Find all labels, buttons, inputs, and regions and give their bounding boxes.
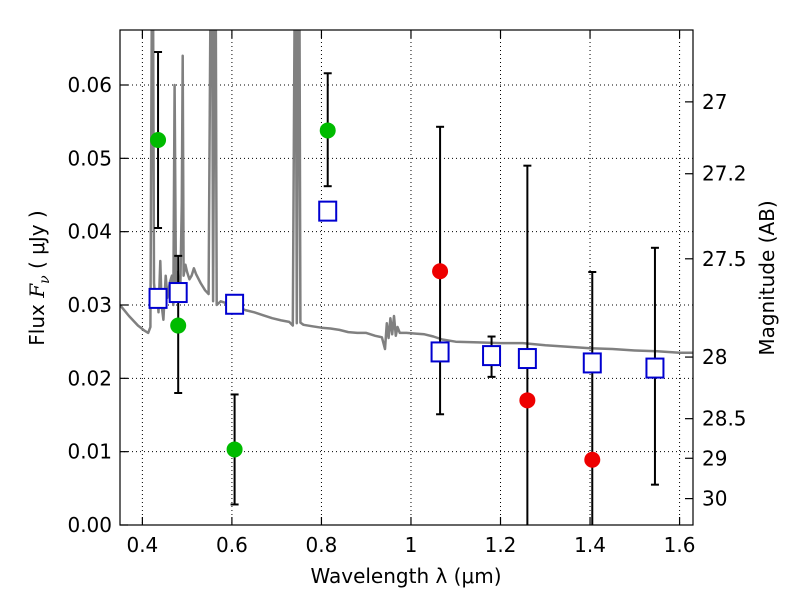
x-tick-label: 1 [405, 533, 418, 557]
y-tick-label: 0.04 [67, 220, 112, 244]
observed-flux-point [584, 451, 601, 468]
model-flux-square [482, 345, 502, 367]
y-axis-title-fnu: F [25, 283, 49, 299]
observed-flux-point [319, 122, 336, 139]
plot-frame [119, 29, 694, 526]
x-tick-label: 1.4 [574, 533, 606, 557]
right-axis-tick-label: 28 [702, 345, 727, 369]
model-flux-square [645, 357, 665, 379]
right-axis-tick-label: 29 [702, 446, 727, 470]
model-flux-square [517, 348, 537, 370]
axis-ticks [120, 30, 693, 526]
model-flux-square [168, 282, 188, 304]
right-axis-tick-label: 27.2 [702, 162, 747, 186]
y-axis-title-unit: ( μJy ) [25, 210, 49, 275]
model-flux-square [225, 293, 245, 315]
y-axis-title-nu-sub: ν [37, 275, 53, 284]
right-axis-tick-label: 28.5 [702, 407, 747, 431]
observed-flux-point [150, 132, 167, 148]
x-tick-label: 0.8 [306, 533, 338, 557]
x-tick-label: 1.2 [485, 533, 517, 557]
right-axis-tick-label: 27 [702, 90, 727, 114]
y-tick-label: 0.01 [67, 440, 112, 464]
x-tick-label: 0.6 [216, 533, 248, 557]
model-flux-square [582, 352, 602, 374]
y-axis-title-flux: Flux [25, 298, 49, 346]
observed-flux-point [519, 392, 536, 409]
x-axis-title: Wavelength λ (μm) [310, 564, 501, 588]
observed-flux-point [226, 441, 243, 458]
y-tick-label: 0.03 [67, 293, 112, 317]
model-flux-square [318, 200, 338, 222]
observed-flux-point [432, 263, 449, 280]
y-axis-title-left: Flux Fν ( μJy ) [25, 210, 53, 345]
y-tick-label: 0.00 [67, 513, 112, 537]
right-axis-tick-label: 27.5 [702, 247, 747, 271]
y-tick-label: 0.05 [67, 146, 112, 170]
y-tick-label: 0.06 [67, 73, 112, 97]
model-flux-square [148, 287, 168, 309]
model-points [148, 200, 665, 379]
y-axis-title-right: Magnitude (AB) [755, 200, 779, 355]
right-axis-tick-label: 30 [702, 487, 727, 511]
x-tick-label: 0.4 [126, 533, 158, 557]
plot-area-background [120, 30, 693, 525]
model-flux-square [430, 341, 450, 363]
y-tick-label: 0.02 [67, 366, 112, 390]
x-tick-label: 1.6 [664, 533, 696, 557]
observed-flux-point [170, 317, 187, 334]
tick-labels: 0.4 0.6 0.8 1 1.2 1.4 1.6 0.00 0.01 0.02 0.03 0.04 0… [67, 73, 746, 557]
